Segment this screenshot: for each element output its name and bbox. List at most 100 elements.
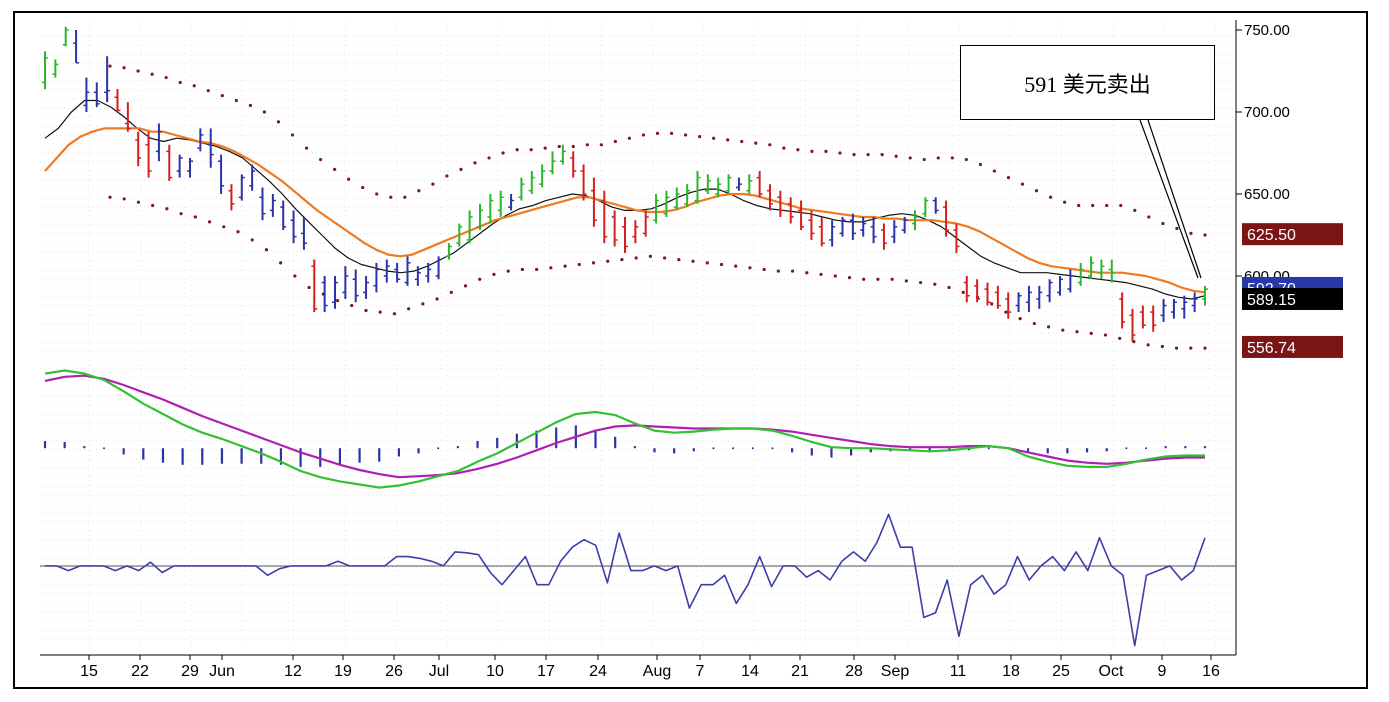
upper-band-dot [1105, 203, 1109, 208]
upper-band-dot [698, 135, 702, 139]
x-tick-label: Jun [209, 663, 235, 680]
upper-band-dot [712, 136, 716, 140]
upper-band-dot [922, 157, 926, 162]
lower-band-dot [563, 264, 567, 268]
ohlc-bar [570, 151, 577, 178]
lower-band-dot [1032, 321, 1036, 326]
ohlc-bar [425, 262, 432, 283]
lower-band-dot [591, 261, 596, 265]
upper-band-dot [333, 167, 337, 171]
ohlc-bar [1119, 292, 1126, 329]
ohlc-bar [715, 177, 722, 198]
ohlc-bar [508, 194, 515, 211]
ohlc-bar [829, 220, 836, 247]
price-tag-box [1242, 287, 1343, 310]
lower-band-dot [961, 290, 965, 294]
lower-band-dot [506, 269, 510, 273]
ohlc-bar [394, 262, 401, 283]
upper-band-dot [108, 64, 112, 68]
lower-band-dot [549, 266, 553, 270]
lower-band-dot [535, 267, 539, 272]
price-tag-label: 589.15 [1247, 292, 1296, 309]
upper-band-dot [178, 80, 182, 85]
lower-band-dot [165, 207, 169, 211]
ohlc-bar [901, 216, 908, 234]
ohlc-bar [1057, 276, 1063, 296]
macd-hist-dot [102, 447, 105, 450]
lower-band-dot [250, 238, 254, 242]
lower-band-dot [904, 279, 908, 283]
x-tick-label: 16 [1202, 663, 1220, 680]
upper-band-dot [950, 156, 954, 160]
lower-band-dot [776, 269, 780, 273]
ohlc-bar [1170, 298, 1177, 319]
ohlc-bar [1025, 285, 1032, 313]
lower-band-dot [947, 285, 951, 290]
lower-band-dot [620, 258, 624, 262]
lower-band-dot [634, 256, 638, 260]
lower-band-dot [122, 197, 126, 201]
x-tick-label: 7 [696, 663, 705, 680]
lower-band-dot [108, 195, 112, 199]
upper-band-dot [768, 143, 772, 147]
ohlc-bar [694, 171, 701, 204]
x-tick-label: 25 [1052, 663, 1070, 680]
ohlc-bar [849, 213, 856, 240]
upper-band-dot [726, 138, 730, 142]
ohlc-bar [269, 194, 276, 217]
upper-band-dot [627, 136, 632, 140]
upper-band-dot [234, 98, 238, 103]
upper-band-dot [361, 185, 365, 190]
upper-band-dot [347, 177, 351, 181]
x-tick-label: Jul [429, 663, 449, 680]
upper-band-dot [445, 174, 449, 178]
macd-hist-dot [712, 447, 715, 450]
ohlc-bar [1160, 298, 1167, 322]
macd-hist-dot [732, 447, 735, 450]
lower-band-dot [677, 258, 681, 262]
ohlc-bar [808, 210, 815, 240]
ohlc-bar [166, 144, 173, 181]
ohlc-bar [332, 276, 338, 309]
price-tag-box [1242, 335, 1343, 358]
upper-band-dot [824, 149, 828, 153]
upper-band-dot [276, 120, 281, 124]
price-tag-label: 625.50 [1247, 227, 1296, 244]
upper-band-dot [375, 192, 379, 196]
upper-band-dot [1175, 226, 1179, 231]
x-axis-labels: 15 22 29 Jun 12 19 26 Jul 10 17 24 Aug 7 14 21 28 Sep 11 1… [80, 655, 1220, 680]
ohlc-bar [1139, 305, 1146, 329]
ohlc-bar [559, 144, 566, 165]
macd-hist-dot [1125, 447, 1128, 450]
ohlc-bar [518, 177, 525, 201]
lower-band-dot [990, 302, 994, 306]
lower-band-dot [520, 267, 525, 272]
ohlc-bar [414, 266, 421, 286]
upper-band-dot [122, 66, 126, 70]
sell-callout-box: 591 美元卖出 [960, 45, 1215, 120]
upper-band-dot [894, 154, 898, 158]
ohlc-bar [62, 26, 69, 47]
upper-band-dot [585, 143, 589, 147]
ohlc-bar [1129, 308, 1136, 342]
ohlc-bar [145, 131, 152, 178]
chart-frame [13, 11, 1368, 689]
ohlc-bar [642, 210, 649, 237]
upper-band-dot [838, 151, 842, 155]
x-tick-label: 10 [486, 663, 504, 680]
ohlc-bar [445, 243, 452, 260]
ohlc-bar [52, 59, 59, 78]
upper-band-dot [754, 141, 758, 145]
lower-band-dot [1018, 317, 1022, 321]
x-tick-label: Oct [1099, 663, 1124, 680]
oscillator-line [45, 513, 1206, 647]
x-tick-label: 24 [589, 663, 607, 680]
lower-band-dot [1146, 343, 1150, 347]
ohlc-bar [549, 151, 556, 175]
lower-band-dot [350, 303, 354, 308]
ohlc-bar [352, 269, 359, 303]
lower-band-dot [1061, 328, 1065, 332]
ohlc-bar [466, 210, 473, 244]
lower-band-dot [1189, 346, 1193, 350]
